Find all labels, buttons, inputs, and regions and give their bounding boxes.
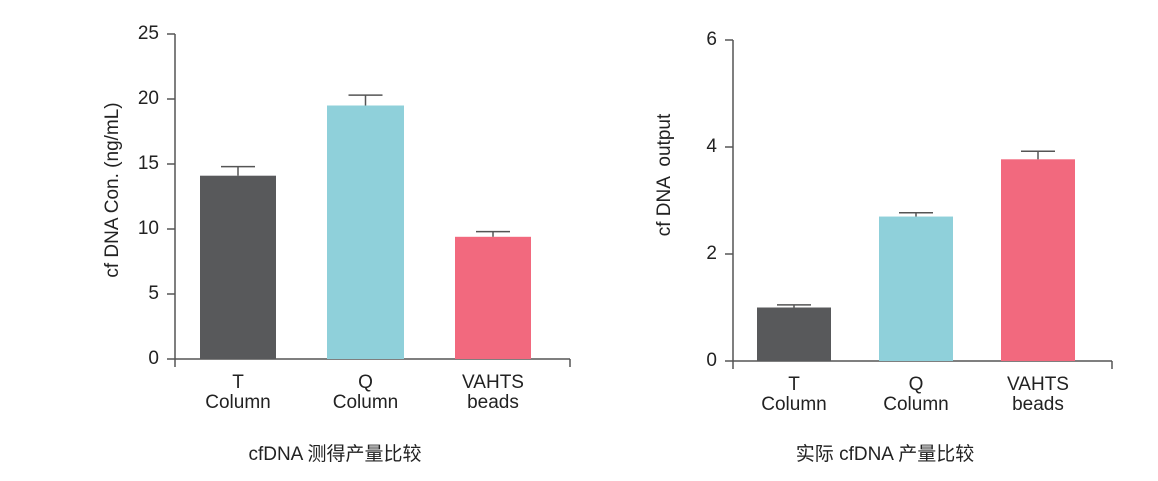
y-tick-label: 0 (706, 350, 717, 371)
bar (200, 175, 276, 359)
y-tick-label: 6 (706, 29, 717, 50)
y-tick-label: 0 (148, 348, 159, 369)
bar (757, 307, 831, 361)
x-tick-label: Column (883, 394, 948, 415)
bar (1001, 159, 1075, 361)
x-tick-label: VAHTS (462, 372, 524, 393)
x-tick-label: Column (761, 394, 826, 415)
y-tick-label: 25 (138, 23, 159, 44)
x-tick-label: beads (1012, 394, 1064, 415)
y-tick-label: 5 (148, 283, 159, 304)
chart-title: 实际 cfDNA 产量比较 (796, 443, 974, 465)
y-tick-label: 4 (706, 136, 717, 157)
x-tick-label: Column (205, 392, 270, 413)
y-tick-label: 15 (138, 153, 159, 174)
bar (327, 105, 404, 359)
x-tick-label: Q (358, 372, 373, 393)
y-tick-label: 10 (138, 218, 159, 239)
y-axis-label: cf DNA Con. (ng/mL) (102, 102, 123, 277)
bar (455, 236, 531, 359)
x-tick-label: Column (333, 392, 398, 413)
bar (879, 216, 953, 361)
x-tick-label: T (788, 374, 800, 395)
x-tick-label: VAHTS (1007, 374, 1069, 395)
x-tick-label: beads (467, 392, 519, 413)
y-tick-label: 2 (706, 243, 717, 264)
y-axis-label: cf DNA output (654, 113, 675, 236)
x-tick-label: T (232, 372, 244, 393)
y-tick-label: 20 (138, 88, 159, 109)
chart-title: cfDNA 测得产量比较 (248, 443, 421, 465)
x-tick-label: Q (909, 374, 924, 395)
